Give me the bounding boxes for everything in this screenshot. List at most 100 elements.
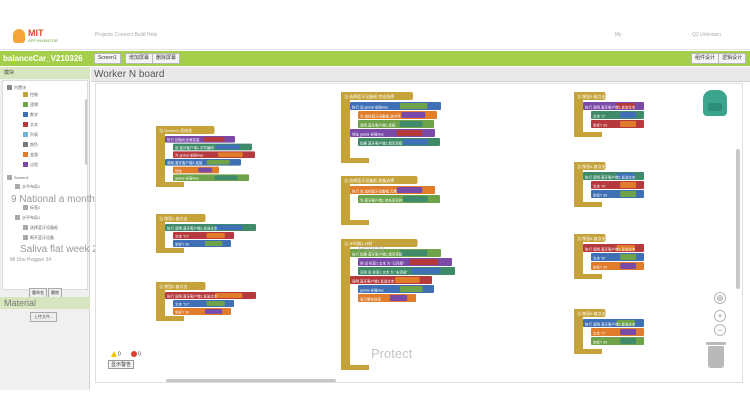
event-block-footer bbox=[156, 248, 184, 253]
value-socket[interactable] bbox=[389, 295, 408, 301]
watermark-text-1: 9 National a month 27 bbox=[11, 194, 109, 205]
value-socket[interactable] bbox=[395, 277, 420, 283]
tree-item-lists[interactable]: 列表 bbox=[23, 132, 38, 138]
vertical-scrollbar[interactable] bbox=[736, 149, 740, 289]
event-block-header[interactable] bbox=[156, 282, 206, 290]
value-socket[interactable] bbox=[198, 167, 213, 173]
tree-item-hlayout1b[interactable]: 水平布局1 bbox=[15, 215, 40, 221]
value-socket[interactable] bbox=[204, 309, 223, 314]
add-screen-button[interactable]: 增加屏幕 bbox=[125, 53, 154, 64]
statement-label: 执行 调用 蓝牙客户端1.发送文本 bbox=[585, 105, 636, 110]
value-socket[interactable] bbox=[616, 245, 635, 251]
tree-item-hlayout1[interactable]: 水平布局1 bbox=[15, 184, 40, 190]
value-socket[interactable] bbox=[399, 121, 423, 127]
value-socket[interactable] bbox=[620, 263, 637, 269]
value-socket[interactable] bbox=[206, 301, 225, 306]
tree-item-label2[interactable]: 标签2 bbox=[23, 205, 40, 211]
event-block-header[interactable] bbox=[156, 126, 215, 134]
value-socket[interactable] bbox=[620, 338, 637, 344]
value-socket[interactable] bbox=[620, 112, 637, 118]
watermark-text-2: Saliva flat week 2 bbox=[20, 244, 98, 255]
remove-screen-button[interactable]: 删除屏幕 bbox=[152, 53, 181, 64]
zoom-in-icon[interactable]: + bbox=[714, 310, 726, 322]
tree-item-logic[interactable]: 逻辑 bbox=[23, 102, 38, 108]
zoom-out-icon[interactable]: − bbox=[714, 324, 726, 336]
event-block-header[interactable] bbox=[341, 92, 413, 100]
warnings-counter[interactable]: 0 bbox=[111, 351, 121, 357]
blocks-workspace[interactable]: 当 Screen1.初始化 执行 初始化全局变量设 蓝牙客户端1.字符编码为 gl… bbox=[95, 83, 743, 383]
tree-item-procedures[interactable]: 过程 bbox=[23, 162, 38, 168]
top-header: MIT APP INVENTOR Projects Connect Build … bbox=[0, 22, 750, 50]
text-icon bbox=[23, 122, 28, 128]
value-socket[interactable] bbox=[396, 187, 423, 193]
value-socket[interactable] bbox=[400, 103, 428, 109]
tree-item-bt-picker[interactable]: 选择蓝牙设备框 bbox=[23, 225, 58, 231]
value-socket[interactable] bbox=[218, 152, 243, 157]
tree-item-math[interactable]: 数学 bbox=[23, 112, 38, 118]
value-socket[interactable] bbox=[399, 286, 423, 292]
value-socket[interactable] bbox=[620, 329, 637, 335]
blocks-button[interactable]: 逻辑设计 bbox=[718, 53, 747, 64]
backpack-icon[interactable] bbox=[703, 90, 727, 116]
tree-item-builtin[interactable]: 内置块 bbox=[7, 85, 26, 91]
value-socket[interactable] bbox=[403, 139, 428, 145]
value-socket[interactable] bbox=[616, 320, 635, 326]
tree-item-screen1[interactable]: Screen1 bbox=[7, 175, 29, 181]
tree-item-text[interactable]: 文本 bbox=[23, 122, 38, 128]
value-socket[interactable] bbox=[616, 173, 635, 179]
value-socket[interactable] bbox=[203, 137, 225, 142]
screen-select[interactable]: Screen1 bbox=[94, 53, 121, 64]
value-socket[interactable] bbox=[620, 121, 637, 127]
material-header: Material bbox=[0, 297, 90, 309]
value-socket[interactable] bbox=[620, 182, 637, 188]
tree-item-control[interactable]: 控制 bbox=[23, 92, 38, 98]
value-socket[interactable] bbox=[620, 254, 637, 260]
value-socket[interactable] bbox=[403, 196, 428, 202]
event-block-header[interactable] bbox=[341, 239, 418, 247]
statement-label: global 全局Mac bbox=[175, 176, 199, 181]
value-socket[interactable] bbox=[396, 130, 423, 136]
trash-icon[interactable] bbox=[706, 342, 726, 368]
value-socket[interactable] bbox=[620, 191, 637, 197]
value-socket[interactable] bbox=[214, 175, 238, 180]
my-projects-link[interactable]: My bbox=[615, 32, 622, 38]
tree-item-bt-disconnect[interactable]: 断开蓝牙设备 bbox=[23, 235, 54, 241]
value-socket[interactable] bbox=[411, 268, 441, 274]
user-account[interactable]: Q2 Unknown bbox=[692, 32, 721, 38]
upload-file-button[interactable]: 上传文件... bbox=[30, 312, 58, 322]
value-socket[interactable] bbox=[206, 233, 225, 238]
tree-scrollbar[interactable] bbox=[85, 99, 87, 165]
value-socket[interactable] bbox=[215, 293, 243, 298]
event-block-header[interactable] bbox=[341, 176, 418, 184]
recenter-icon[interactable]: ⊕ bbox=[714, 292, 726, 304]
event-block-label: 当 Screen1.初始化 bbox=[159, 127, 192, 133]
tree-item-colors[interactable]: 颜色 bbox=[23, 142, 38, 148]
value-socket[interactable] bbox=[409, 259, 438, 265]
app-inventor-logo[interactable]: MIT APP INVENTOR bbox=[13, 28, 65, 46]
horizontal-scrollbar[interactable] bbox=[166, 379, 336, 382]
value-socket[interactable] bbox=[206, 160, 230, 165]
value-socket[interactable] bbox=[204, 241, 223, 246]
value-socket[interactable] bbox=[400, 250, 428, 256]
value-socket[interactable] bbox=[215, 225, 243, 230]
value-socket[interactable] bbox=[216, 144, 241, 150]
top-menu[interactable]: Projects Connect Build Help bbox=[95, 32, 158, 38]
designer-button[interactable]: 组件设计 bbox=[691, 53, 720, 64]
event-block-header[interactable] bbox=[156, 214, 206, 222]
show-warnings-button[interactable]: 显示警告 bbox=[108, 360, 135, 369]
value-socket[interactable] bbox=[401, 112, 426, 118]
tree-item-variables[interactable]: 变量 bbox=[23, 152, 38, 158]
errors-counter[interactable]: 0 bbox=[131, 351, 141, 357]
value-socket[interactable] bbox=[616, 103, 635, 109]
